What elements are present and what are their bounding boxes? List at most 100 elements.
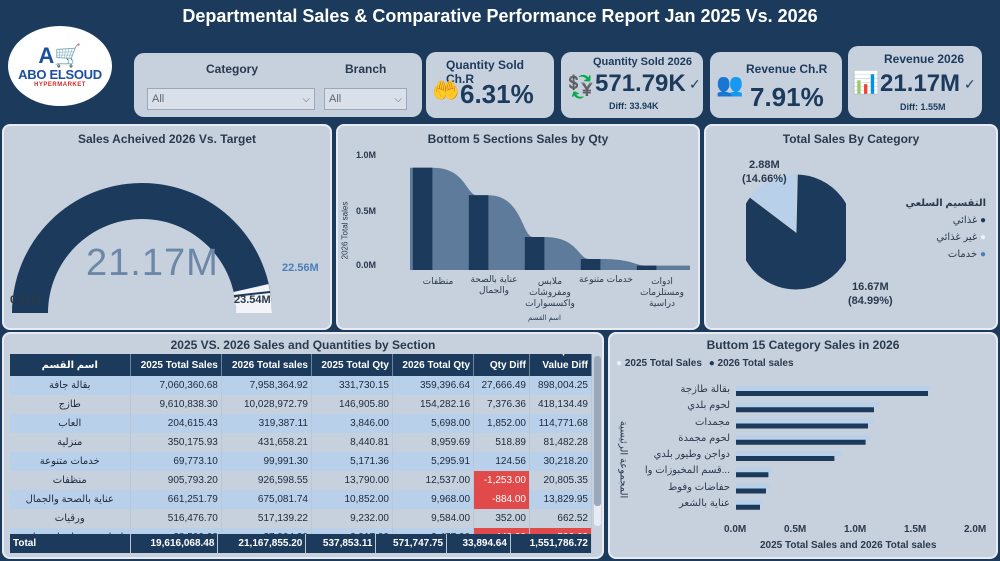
category-select[interactable]: All ⌵ xyxy=(147,88,315,110)
sort-desc-icon: ▼ xyxy=(560,354,567,358)
table-cell: 10,852.00 xyxy=(311,490,394,509)
bottom15-xtick: 1.0M xyxy=(844,524,867,535)
sections-table-scroll[interactable]: اسم القسم 2025 Total Sales 2026 Total sa… xyxy=(10,354,592,554)
pie-slice xyxy=(749,173,797,234)
table-row[interactable]: خدمات متنوعة 69,773.10 99,991.30 5,171.36 5,… xyxy=(10,452,592,471)
gauge-achieved-arc xyxy=(12,183,272,313)
kpi-revenue-2026: Revenue 2026 📊 21.17M ✓ Diff: 1.55M xyxy=(848,46,982,118)
table-row[interactable]: طازج 9,610,838.30 10,028,972.79 146,905.80 1… xyxy=(10,395,592,414)
bottom15-category-label: عناية بالشعر xyxy=(678,497,730,509)
kpi-qty-2026-diff: Diff: 33.94K xyxy=(609,101,659,111)
table-cell: 124.56 xyxy=(473,452,530,471)
bottom5-area xyxy=(410,167,690,270)
report-title: Departmental Sales & Comparative Perform… xyxy=(182,6,818,26)
table-cell: 1,852.00 xyxy=(473,414,530,433)
table-header-row: اسم القسم 2025 Total Sales 2026 Total sa… xyxy=(10,354,592,376)
bottom15-xticks: 0.0M 0.5M 1.0M 1.5M 2.0M xyxy=(724,524,986,538)
bottom15-legend-2025[interactable]: 2025 Total Sales xyxy=(624,358,702,369)
bottom15-xtick: 2.0M xyxy=(964,524,987,535)
bottom15-xtick: 0.5M xyxy=(784,524,807,535)
table-cell: 9,610,838.30 xyxy=(130,395,222,414)
table-cell: 331,730.15 xyxy=(311,376,394,395)
table-cell: 359,396.64 xyxy=(392,376,475,395)
col-header-value-diff[interactable]: Value Diff ▼ xyxy=(529,354,592,376)
table-cell: 114,771.68 xyxy=(529,414,592,433)
table-cell: 9,232.00 xyxy=(311,509,394,528)
pie-panel: Total Sales By Category 2.88M (14.66%) 1… xyxy=(704,124,998,330)
pie-legend-item-nonfood[interactable]: غير غذائي ● xyxy=(896,232,986,243)
col-header-2026-qty[interactable]: 2026 Total Qty xyxy=(392,354,475,376)
col-header-2025-sales[interactable]: 2025 Total Sales xyxy=(130,354,222,376)
bottom15-bar-2025 xyxy=(736,402,880,408)
table-cell: 8,440.81 xyxy=(311,433,394,452)
table-cell: 517,139.22 xyxy=(221,509,312,528)
bottom5-xtick-label: ملابس ومفروشات واكسسوارات xyxy=(525,276,575,308)
bottom15-bar-2026 xyxy=(736,407,874,413)
pie-label-big-value: 16.67M xyxy=(851,281,889,293)
table-cell: 81,482.28 xyxy=(529,433,592,452)
bottom5-xtick-label: منظفات xyxy=(422,276,454,286)
col-header-qty-diff[interactable]: Qty Diff xyxy=(473,354,530,376)
cart-icon: A🛒 xyxy=(38,42,82,68)
legend-dot-icon: ● xyxy=(708,358,715,369)
pie-legend: التقسيم السلعي غذائي ● غير غذائي ● خدمات… xyxy=(896,198,986,260)
bottom5-xlabel: اسم القسم xyxy=(528,315,561,322)
legend-dot-icon: ● xyxy=(979,232,986,243)
table-scrollbar-thumb[interactable] xyxy=(594,356,601,506)
bottom15-ylabel: المجموعة الرئيسية xyxy=(617,420,629,499)
table-cell: 898,004.25 xyxy=(529,376,592,395)
bottom5-ytick-1: 1.0M xyxy=(356,150,377,160)
hand-coins-icon: 🤲 xyxy=(432,78,460,103)
gauge-target: 22.56M xyxy=(282,262,319,274)
bottom15-bar-2025 xyxy=(736,418,874,424)
col-header-section[interactable]: اسم القسم xyxy=(10,354,131,376)
bottom15-xlabel: 2025 Total Sales and 2026 Total sales xyxy=(760,540,937,551)
gauge-target-marker xyxy=(233,291,271,297)
table-cell: 154,282.16 xyxy=(392,395,475,414)
table-cell: بقالة جافة xyxy=(10,376,131,395)
logo-name: ABO ELSOUD xyxy=(18,66,102,82)
total-label: Total xyxy=(10,534,131,553)
bottom15-bar-2025 xyxy=(736,499,763,505)
bottom5-xtick-label: ادوات ومستلزمات دراسية xyxy=(640,276,684,308)
table-row[interactable]: بقالة جافة 7,060,360.68 7,958,364.92 331,73… xyxy=(10,376,592,395)
table-cell: 5,698.00 xyxy=(392,414,475,433)
table-row[interactable]: منزلية 350,175.93 431,658.21 8,440.81 8,959.… xyxy=(10,433,592,452)
table-scrollbar[interactable] xyxy=(594,356,601,526)
table-cell: 20,805.35 xyxy=(529,471,592,490)
table-row[interactable]: العاب 204,615.43 319,387.11 3,846.00 5,698.0… xyxy=(10,414,592,433)
bottom5-xtick-label: خدمات متنوعة xyxy=(579,274,633,284)
branch-select[interactable]: All ⌵ xyxy=(324,88,407,110)
kpi-revenue-2026-label: Revenue 2026 xyxy=(884,52,965,66)
bottom15-chart xyxy=(736,386,931,510)
col-header-2025-qty[interactable]: 2025 Total Qty xyxy=(311,354,394,376)
bottom15-panel: Buttom 15 Category Sales in 2026 ● 2025 … xyxy=(608,332,998,559)
company-logo: A🛒 ABO ELSOUD HYPERMARKET xyxy=(8,26,112,106)
col-header-2026-sales[interactable]: 2026 Total sales xyxy=(221,354,312,376)
bottom5-bar xyxy=(580,259,601,270)
bottom15-legend-2026[interactable]: 2026 Total sales xyxy=(717,358,794,369)
gauge-value: 21.17M xyxy=(86,242,219,284)
pie-legend-item-food[interactable]: غذائي ● xyxy=(896,215,986,226)
pie-legend-item-services[interactable]: خدمات ● xyxy=(896,249,986,260)
bottom5-title: Bottom 5 Sections Sales by Qty xyxy=(427,132,609,146)
total-2026-qty: 571,747.75 xyxy=(375,534,448,553)
kpi-qty-change: Quantity Sold Ch.R 🤲 6.31% xyxy=(426,52,554,118)
bottom15-category-label: مجمدات xyxy=(694,416,730,428)
bottom15-bar-2025 xyxy=(736,434,871,440)
table-cell: 5,171.36 xyxy=(311,452,394,471)
kpi-revenue-2026-diff: Diff: 1.55M xyxy=(900,102,946,112)
total-2025-sales: 19,616,068.48 xyxy=(130,534,219,553)
table-total: Total 19,616,068.48 21,167,855.20 537,85… xyxy=(10,534,593,553)
bottom15-title: Buttom 15 Category Sales in 2026 xyxy=(706,338,900,352)
table-row[interactable]: ورقيات 516,476.70 517,139.22 9,232.00 9,584.… xyxy=(10,509,592,528)
table-row[interactable]: منظفات 905,793.20 926,598.55 13,790.00 12,53… xyxy=(10,471,592,490)
table-cell: 10,028,972.79 xyxy=(221,395,312,414)
bottom5-chart xyxy=(410,167,690,270)
bottom15-bar-2025 xyxy=(736,451,842,456)
table-cell: 518.89 xyxy=(473,433,530,452)
table-row[interactable]: عناية بالصحة والجمال 661,251.79 675,081.74… xyxy=(10,490,592,509)
kpi-revenue-2026-value: 21.17M xyxy=(880,70,961,97)
bottom5-ylabel: 2026 Total sales xyxy=(340,201,350,260)
table-cell: 13,790.00 xyxy=(311,471,394,490)
